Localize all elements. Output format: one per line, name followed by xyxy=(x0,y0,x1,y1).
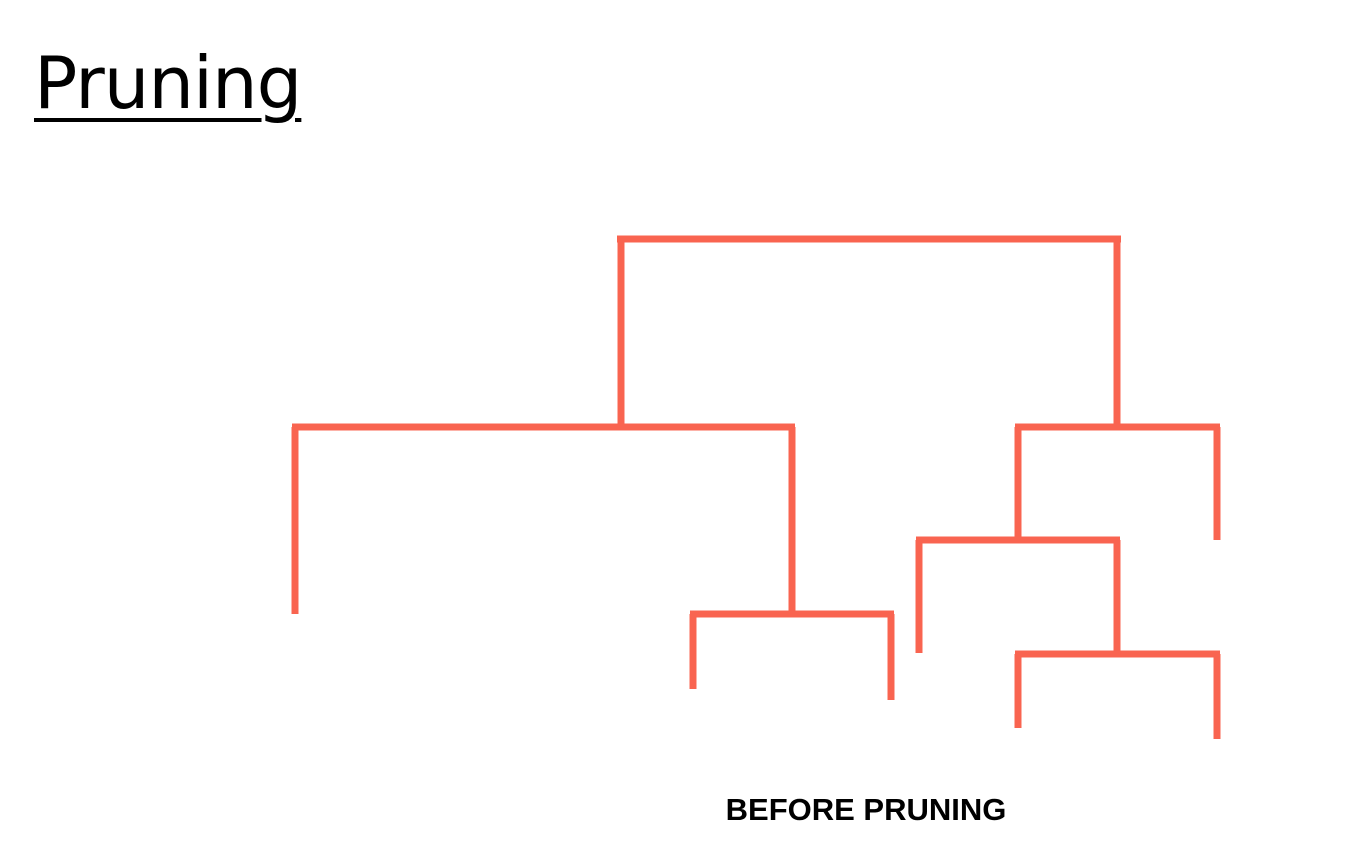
slide-title: Pruning xyxy=(34,41,302,125)
diagram-caption: BEFORE PRUNING xyxy=(725,792,1007,827)
